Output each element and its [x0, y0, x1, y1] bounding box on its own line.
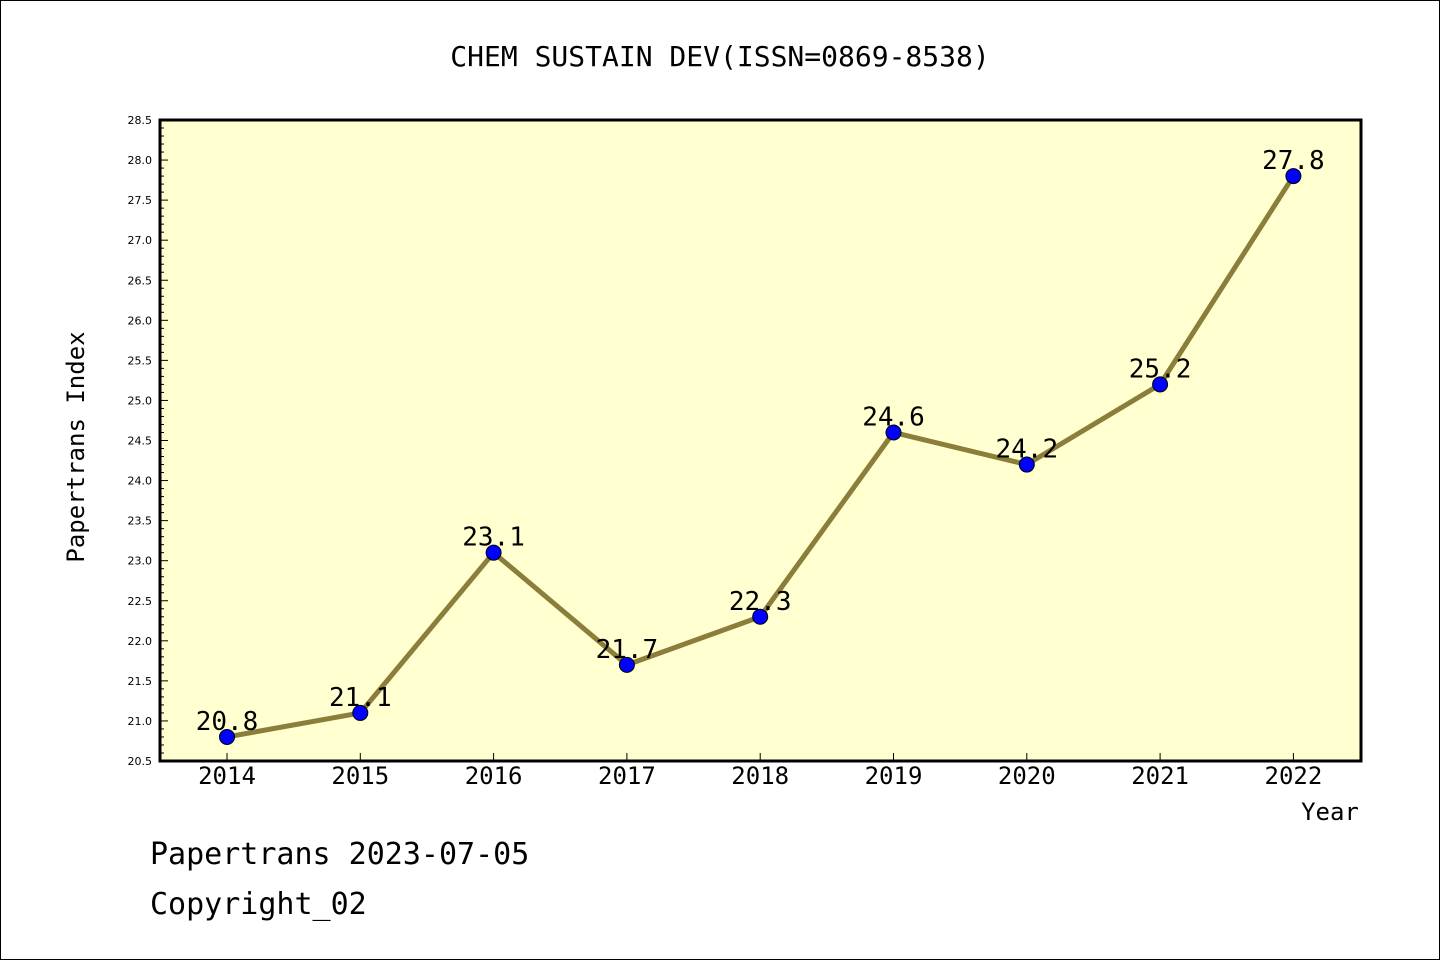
footer-date: Papertrans 2023-07-05 — [150, 837, 529, 872]
data-label: 27.8 — [1262, 146, 1325, 176]
data-point — [1152, 376, 1169, 393]
data-label: 25.2 — [1129, 354, 1192, 384]
data-point — [1018, 456, 1035, 473]
chart-title: CHEM SUSTAIN DEV(ISSN=0869-8538) — [450, 40, 989, 73]
x-tick-label: 2018 — [731, 762, 789, 790]
data-label: 23.1 — [462, 523, 525, 553]
footer-copyright: Copyright_02 — [150, 887, 367, 922]
y-tick-label: 28.5 — [128, 114, 153, 127]
y-tick-label: 27.0 — [128, 234, 153, 247]
plot-border — [158, 118, 1363, 763]
data-point — [352, 704, 369, 721]
x-tick-label: 2022 — [1265, 762, 1323, 790]
y-tick-label: 28.0 — [128, 154, 153, 167]
x-tick-label: 2015 — [331, 762, 389, 790]
x-tick-label: 2019 — [865, 762, 923, 790]
y-tick-label: 24.5 — [128, 435, 153, 448]
x-axis-label: Year — [1301, 798, 1359, 826]
data-label: 21.1 — [329, 683, 392, 713]
data-label: 24.6 — [862, 402, 925, 432]
y-tick-label: 24.0 — [128, 475, 153, 488]
data-label: 21.7 — [596, 635, 659, 665]
y-axis-label: Papertrans Index — [62, 331, 90, 562]
data-label: 20.8 — [196, 707, 259, 737]
data-point — [485, 544, 502, 561]
y-tick-label: 27.5 — [128, 194, 153, 207]
data-point — [885, 424, 902, 441]
data-point — [1285, 168, 1302, 185]
y-tick-label: 25.5 — [128, 354, 153, 367]
data-label: 22.3 — [729, 587, 792, 617]
y-tick-label: 20.5 — [128, 755, 153, 768]
data-label: 24.2 — [995, 435, 1058, 465]
y-tick-label: 23.5 — [128, 515, 153, 528]
y-tick-label: 26.5 — [128, 274, 153, 287]
y-tick-label: 26.0 — [128, 314, 153, 327]
x-tick-label: 2016 — [465, 762, 523, 790]
data-point — [219, 728, 235, 745]
data-point — [618, 656, 635, 673]
data-point — [752, 608, 769, 625]
x-tick-label: 2020 — [998, 762, 1056, 790]
y-tick-label: 22.0 — [128, 635, 153, 648]
x-tick-label: 2021 — [1131, 762, 1189, 790]
x-tick-label: 2017 — [598, 762, 656, 790]
y-tick-label: 25.0 — [128, 394, 153, 407]
y-axis: 20.5 21.0 21.5 22.0 22.5 23.0 23.5 24.0 24.5 25.0… — [128, 114, 168, 768]
y-tick-label: 21.5 — [128, 675, 153, 688]
plot-background — [160, 120, 1361, 761]
y-tick-label: 23.0 — [128, 555, 153, 568]
y-tick-label: 21.0 — [128, 715, 153, 728]
y-tick-label: 22.5 — [128, 595, 153, 608]
series: 20.8 21.1 23.1 21.7 22.3 24.6 24.2 25.2 27.8 — [196, 146, 1325, 745]
x-tick-label: 2014 — [198, 762, 256, 790]
